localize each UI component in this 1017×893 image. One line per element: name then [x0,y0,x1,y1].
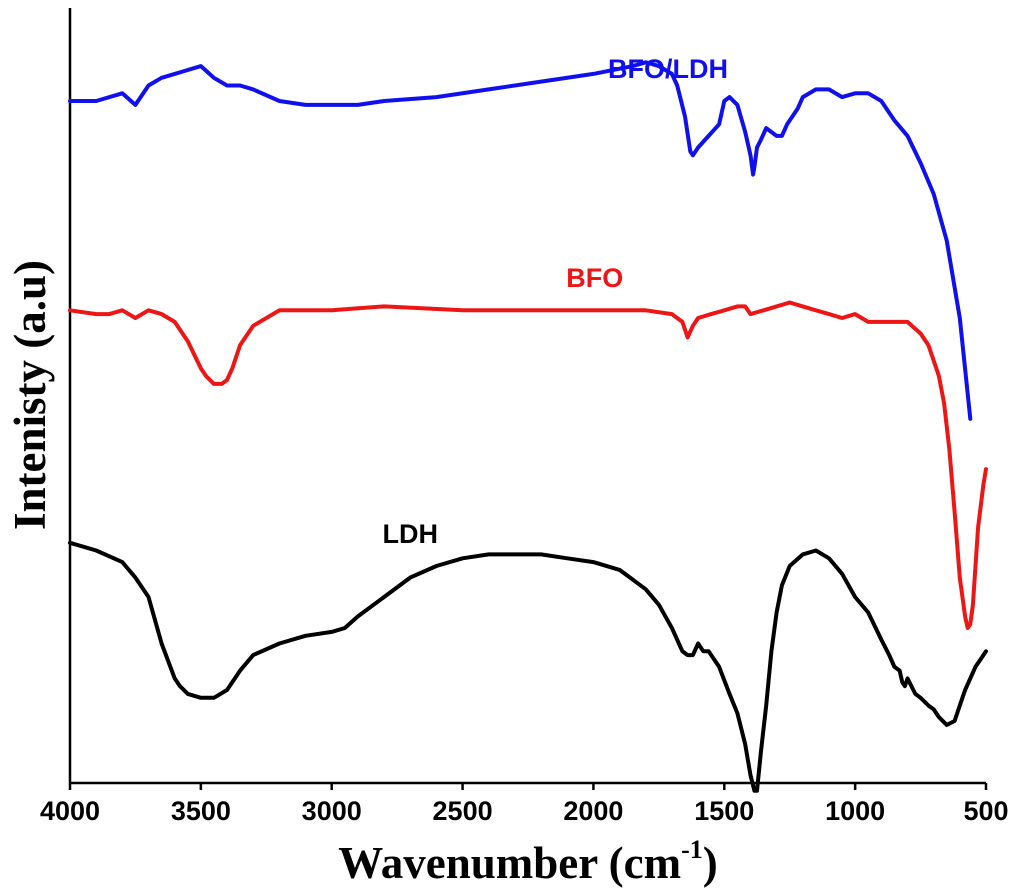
series-line-bfo-ldh [68,60,973,421]
series-label-bfo: BFO [566,263,623,293]
x-tick-label: 1500 [694,796,754,826]
x-tick-label: 2000 [563,796,623,826]
x-axis-label-close: ) [703,838,718,888]
series-line-bfo [68,300,988,630]
x-tick-label: 2500 [433,796,493,826]
plot-area [68,8,986,785]
series-label-ldh: LDH [382,519,438,549]
x-axis-label-superscript: -1 [681,835,703,864]
x-axis-ticks: 4000 3500 3000 2500 2000 1500 1000 500 [40,783,1009,826]
series-labels: BFO/LDH BFO LDH [382,54,728,549]
x-axis-label: Wavenumber (cm-1) [338,835,718,888]
x-axis-label-main: Wavenumber (cm [338,838,681,888]
series-line-ldh [68,540,988,793]
x-tick-label: 4000 [40,796,100,826]
x-tick-label: 500 [963,796,1008,826]
series-lines [68,60,988,793]
y-axis-label: Intenisty (a.u) [5,260,55,530]
x-tick-label: 3000 [302,796,362,826]
x-tick-label: 1000 [825,796,885,826]
x-tick-label: 3500 [171,796,231,826]
series-label-bfo-ldh: BFO/LDH [608,54,728,84]
